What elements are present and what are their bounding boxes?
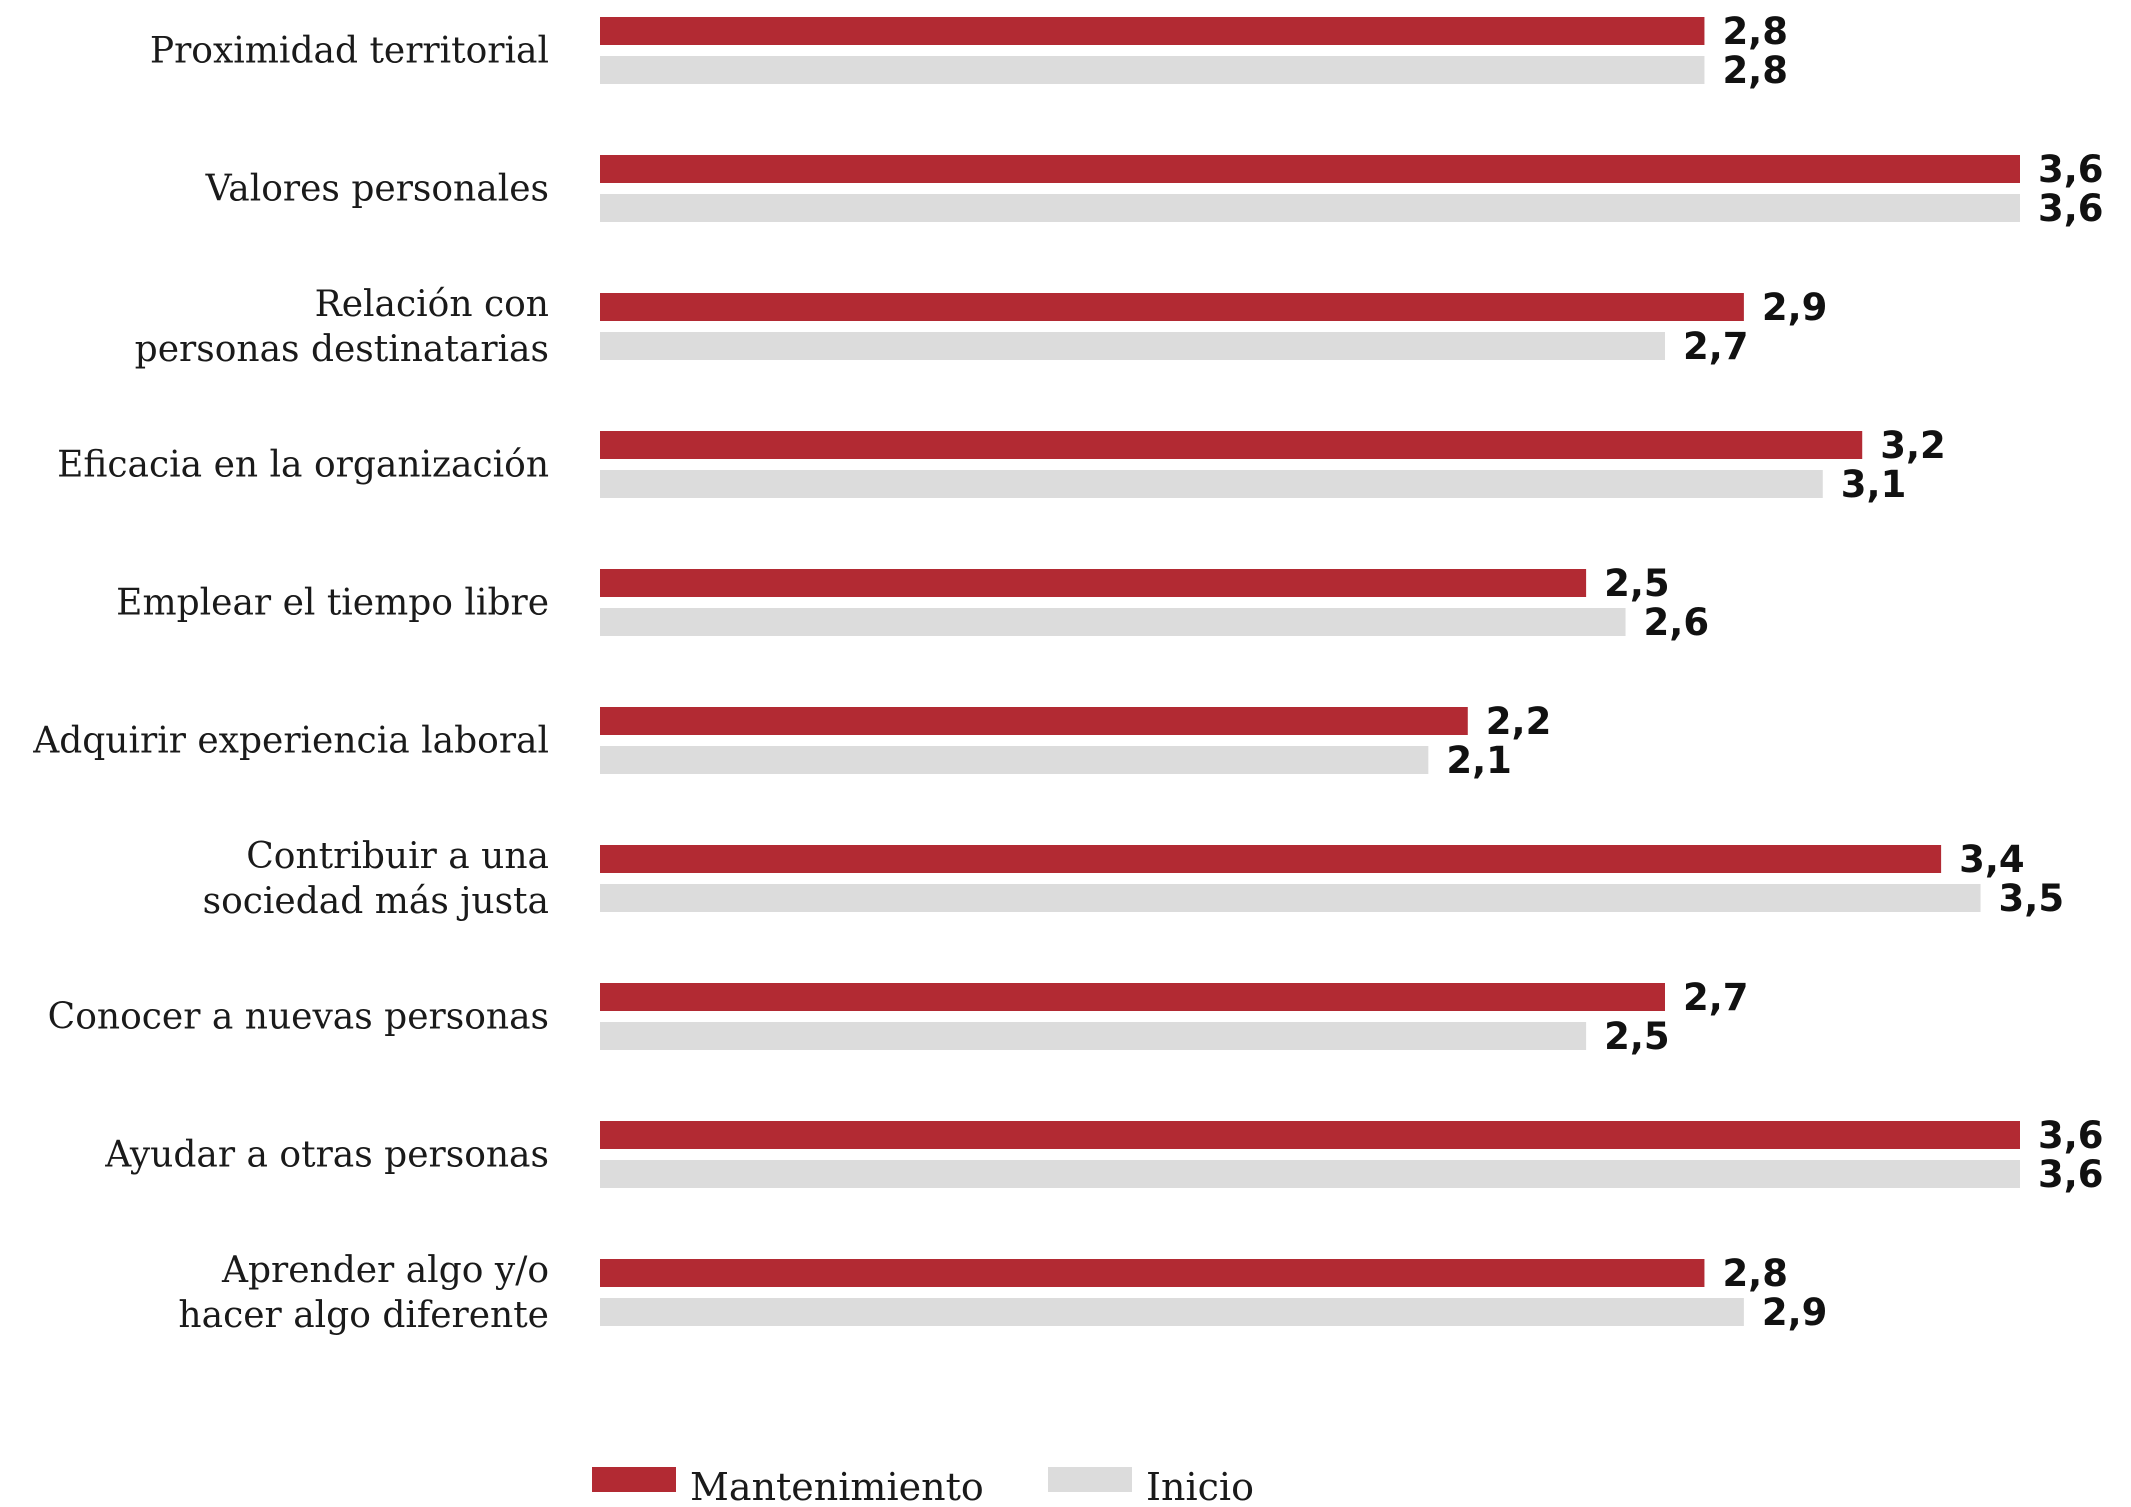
bar-inicio [600,194,2020,222]
category-label: Proximidad territorial [150,31,549,72]
bar-inicio [600,332,1665,360]
category-label: Adquirir experiencia laboral [32,721,549,762]
value-label: 2,9 [1762,286,1828,329]
value-label: 2,5 [1604,562,1670,605]
category-label: Eficacia en la organización [57,445,549,486]
legend-item: Inicio [1048,1465,1254,1507]
value-label: 2,6 [1644,601,1710,644]
category-label-line: Adquirir experiencia laboral [32,721,549,762]
category-label-line: Eficacia en la organización [57,445,549,486]
value-label: 2,7 [1683,976,1749,1019]
legend: Mantenimiento Inicio [592,1465,1254,1507]
bar-mantenimiento [600,293,1744,321]
bar-inicio [600,1022,1587,1050]
value-label: 3,6 [2038,148,2104,191]
legend-label: Mantenimiento [690,1465,984,1507]
value-label: 2,8 [1722,1252,1788,1295]
category-label: Aprender algo y/o hacer algo diferente [178,1250,549,1336]
value-label: 3,2 [1880,424,1946,467]
category-label-line: Relación con [315,284,549,325]
bar-inicio [600,1298,1744,1326]
category-label-line: hacer algo diferente [178,1295,549,1336]
value-label: 3,6 [2038,187,2104,230]
category-label-line: Aprender algo y/o [221,1250,549,1291]
bar-inicio [600,1160,2020,1188]
category-label-line: Conocer a nuevas personas [48,997,549,1038]
value-label: 2,8 [1722,49,1788,92]
bar-mantenimiento [600,983,1665,1011]
value-label: 2,8 [1722,10,1788,53]
bars [600,17,2020,1326]
value-label: 2,5 [1604,1015,1670,1058]
bar-mantenimiento [600,155,2020,183]
category-label-line: Ayudar a otras personas [104,1135,549,1176]
bar-inicio [600,608,1626,636]
category-label-line: Contribuir a una [246,836,549,877]
bar-inicio [600,884,1981,912]
bar-mantenimiento [600,569,1587,597]
category-label: Valores personales [205,169,549,210]
value-labels: 2,82,83,63,62,92,73,23,12,52,62,22,13,43… [1446,10,2103,1334]
value-label: 3,6 [2038,1153,2104,1196]
bar-inicio [600,56,1705,84]
category-label: Conocer a nuevas personas [48,997,549,1038]
value-label: 2,9 [1762,1291,1828,1334]
value-label: 3,4 [1959,838,2025,881]
bar-mantenimiento [600,17,1705,45]
bar-mantenimiento [600,1121,2020,1149]
bar-mantenimiento [600,845,1942,873]
category-label: Contribuir a una sociedad más justa [203,836,549,922]
value-label: 3,6 [2038,1114,2104,1157]
value-label: 3,5 [1999,877,2065,920]
legend-item: Mantenimiento [592,1465,984,1507]
value-label: 2,2 [1486,700,1552,743]
bar-mantenimiento [600,707,1468,735]
legend-swatch [1048,1467,1132,1492]
category-label-line: Valores personales [205,169,549,210]
value-label: 2,1 [1446,739,1512,782]
bar-mantenimiento [600,431,1863,459]
legend-swatch [592,1467,676,1492]
value-label: 2,7 [1683,325,1749,368]
category-label-line: Emplear el tiempo libre [116,583,549,624]
value-label: 3,1 [1841,463,1907,506]
legend-label: Inicio [1146,1465,1254,1507]
category-label: Ayudar a otras personas [104,1135,549,1176]
category-label: Relación con personas destinatarias [135,284,549,370]
category-label: Emplear el tiempo libre [116,583,549,624]
category-label-line: sociedad más justa [203,881,549,922]
bar-inicio [600,470,1823,498]
category-labels: Proximidad territorial Valores personales… [32,31,549,1337]
bar-inicio [600,746,1429,774]
bar-mantenimiento [600,1259,1705,1287]
category-label-line: personas destinatarias [135,329,549,370]
category-label-line: Proximidad territorial [150,31,549,72]
